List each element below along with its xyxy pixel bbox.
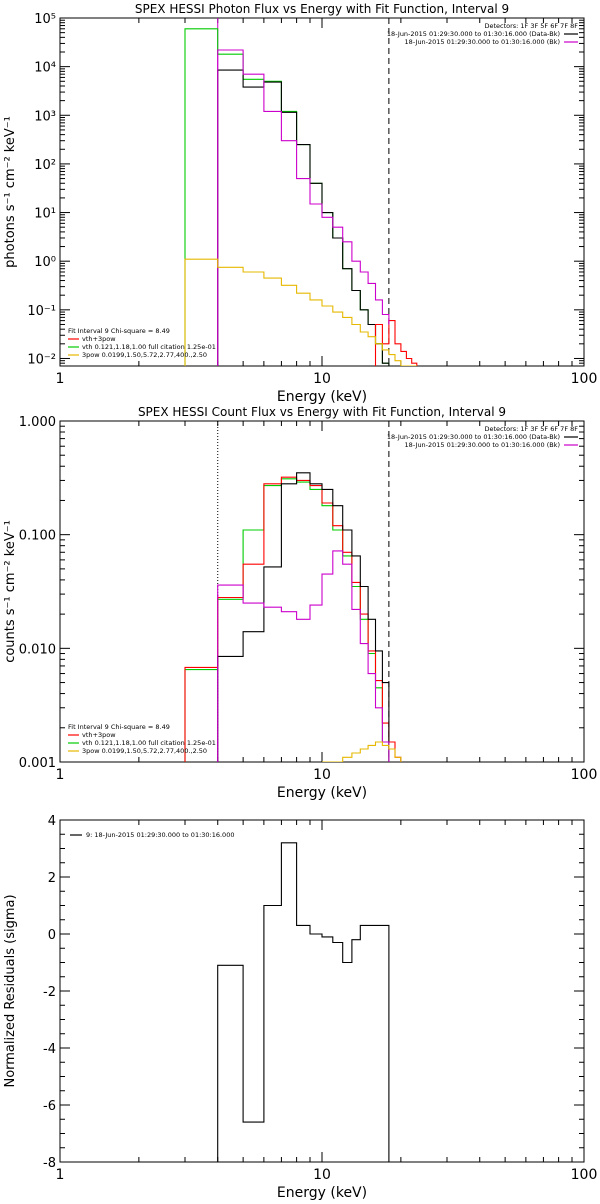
histogram-series: [184, 478, 390, 762]
y-tick-label: 10³: [34, 109, 56, 124]
y-axis-label: counts s⁻¹ cm⁻² keV⁻¹: [3, 520, 18, 663]
count-flux-panel: 1 10 100 0.001 0.010 0.100 1.000 SPEX HESSI Cou…: [3, 405, 597, 801]
y-tick-label: 10⁰: [34, 255, 56, 270]
histogram-series: [374, 320, 418, 366]
y-tick-label: 10⁻¹: [27, 304, 56, 319]
legend-entry: 18-Jun-2015 01:29:30.000 to 01:30:16.000…: [405, 441, 560, 449]
x-tick-label: 100: [571, 1167, 598, 1183]
legend-entry: vth+3pow: [82, 731, 116, 739]
y-tick-label: 0.100: [19, 529, 56, 544]
y-axis-label: Normalized Residuals (sigma): [3, 894, 18, 1087]
x-tick-label: 1: [56, 1167, 65, 1183]
x-tick-label: 10: [313, 767, 331, 783]
x-tick-label: 100: [571, 767, 598, 783]
histogram-series: [217, 842, 390, 1162]
x-axis-label: Energy (keV): [277, 1185, 367, 1200]
y-tick-label: -6: [43, 1099, 56, 1114]
histogram-series: [184, 476, 402, 762]
legend-entry: vth 0.121,1.18,1.00 full citation 1.25e-…: [82, 343, 216, 351]
x-tick-label: 1: [56, 767, 65, 783]
chart-title: SPEX HESSI Count Flux vs Energy with Fit…: [138, 405, 506, 419]
histogram-series: [322, 741, 402, 762]
x-tick-label: 100: [571, 371, 598, 387]
histogram-series: [184, 258, 417, 366]
y-tick-label: -8: [43, 1156, 56, 1171]
legend-entry: 3pow 0.0199,1.50,5.72,2.77,400.,2.50: [82, 747, 207, 755]
x-tick-label: 10: [313, 371, 331, 387]
plot-frame: [59, 819, 585, 1163]
legend-entry: 18-Jun-2015 01:29:30.000 to 01:30:16.000…: [387, 30, 560, 38]
y-tick-label: 10²: [34, 158, 56, 173]
histogram-series: [217, 49, 390, 366]
y-tick-label: 2: [48, 871, 56, 886]
y-tick-label: -4: [43, 1042, 56, 1057]
y-tick-label: -2: [43, 985, 56, 1000]
histogram-series: [217, 472, 390, 762]
y-tick-label: 1.000: [19, 415, 56, 430]
histogram-series: [217, 550, 390, 762]
legend-entry: 9: 18-Jun-2015 01:29:30.000 to 01:30:16.…: [86, 831, 234, 839]
x-tick-label: 10: [313, 1167, 331, 1183]
y-tick-label: 0.010: [19, 642, 56, 657]
y-tick-label: 0.001: [19, 756, 56, 771]
y-tick-label: 10⁵: [34, 12, 56, 27]
histogram-series: [217, 69, 390, 366]
legend-entry: 3pow 0.0199,1.50,5.72,2.77,400.,2.50: [82, 351, 207, 359]
legend-entry: 18-Jun-2015 01:29:30.000 to 01:30:16.000…: [387, 433, 560, 441]
x-axis-label: Energy (keV): [277, 389, 367, 405]
legend-entry: 18-Jun-2015 01:29:30.000 to 01:30:16.000…: [405, 38, 560, 46]
y-tick-label: 0: [48, 928, 56, 943]
photon-flux-panel: 1 10 100 10⁻² 10⁻¹ 10⁰ 10¹ 10² 10³ 10⁴ 10⁵ SPEX HES…: [3, 2, 597, 405]
y-tick-label: 10⁴: [34, 61, 56, 76]
chart-title: SPEX HESSI Photon Flux vs Energy with Fi…: [135, 2, 509, 16]
legend-entry: vth 0.121,1.18,1.00 full citation 1.25e-…: [82, 739, 216, 747]
y-tick-label: 10⁻²: [27, 352, 56, 367]
x-axis-label: Energy (keV): [277, 785, 367, 801]
x-tick-label: 1: [56, 371, 65, 387]
legend-entry: vth+3pow: [82, 335, 116, 343]
legend-entry: Fit Interval 9 Chi-square = 8.49: [68, 327, 170, 335]
legend-entry: Detectors: 1F 3F 5F 6F 7F 8F: [484, 425, 578, 433]
y-axis-label: photons s⁻¹ cm⁻² keV⁻¹: [3, 116, 18, 268]
residuals-panel: 1 10 100 -8 -6 -4 -2 0 2 4 Energy (keV) Normalized …: [3, 814, 598, 1201]
y-tick-label: 10¹: [34, 207, 56, 222]
histogram-series: [184, 28, 390, 366]
y-tick-label: 4: [48, 814, 56, 829]
legend-entry: Detectors: 1F 3F 5F 6F 7F 8F: [484, 22, 578, 30]
legend-entry: Fit Interval 9 Chi-square = 8.49: [68, 723, 170, 731]
